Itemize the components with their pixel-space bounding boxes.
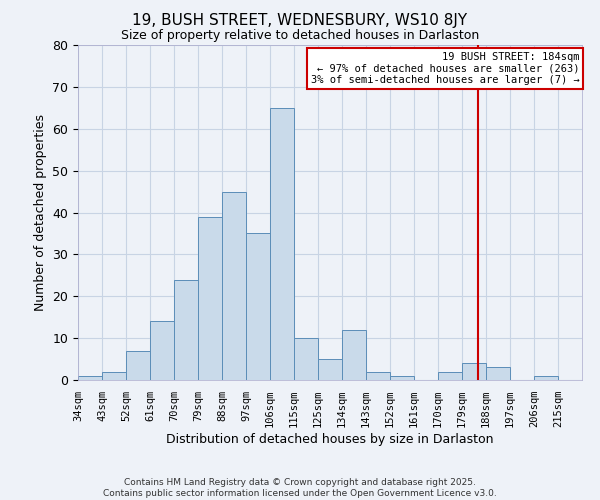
Y-axis label: Number of detached properties: Number of detached properties bbox=[34, 114, 47, 311]
Bar bbox=[270, 108, 294, 380]
Bar bbox=[366, 372, 390, 380]
Text: Size of property relative to detached houses in Darlaston: Size of property relative to detached ho… bbox=[121, 29, 479, 42]
Bar bbox=[294, 338, 318, 380]
Bar bbox=[174, 280, 198, 380]
Bar bbox=[342, 330, 366, 380]
Bar bbox=[126, 350, 150, 380]
Bar bbox=[390, 376, 414, 380]
Bar bbox=[462, 363, 486, 380]
Bar bbox=[534, 376, 558, 380]
Bar bbox=[486, 368, 510, 380]
Bar bbox=[246, 234, 270, 380]
Text: 19, BUSH STREET, WEDNESBURY, WS10 8JY: 19, BUSH STREET, WEDNESBURY, WS10 8JY bbox=[133, 12, 467, 28]
Bar bbox=[438, 372, 462, 380]
Bar bbox=[318, 359, 342, 380]
Bar bbox=[198, 216, 222, 380]
Bar bbox=[78, 376, 102, 380]
Text: 19 BUSH STREET: 184sqm
← 97% of detached houses are smaller (263)
3% of semi-det: 19 BUSH STREET: 184sqm ← 97% of detached… bbox=[311, 52, 580, 85]
Bar bbox=[150, 322, 174, 380]
Text: Contains HM Land Registry data © Crown copyright and database right 2025.
Contai: Contains HM Land Registry data © Crown c… bbox=[103, 478, 497, 498]
Bar bbox=[222, 192, 246, 380]
Bar bbox=[102, 372, 126, 380]
X-axis label: Distribution of detached houses by size in Darlaston: Distribution of detached houses by size … bbox=[166, 433, 494, 446]
